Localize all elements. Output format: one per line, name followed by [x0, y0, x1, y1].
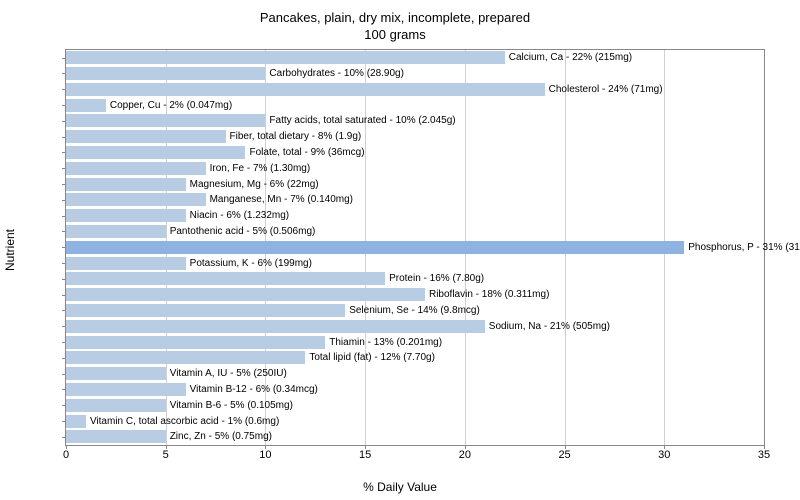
bar-row: Magnesium, Mg - 6% (22mg)	[66, 178, 764, 191]
bar	[66, 67, 265, 80]
bar-row: Vitamin C, total ascorbic acid - 1% (0.6…	[66, 415, 764, 428]
x-axis-label: % Daily Value	[363, 480, 437, 494]
bar	[66, 114, 265, 127]
bar	[66, 83, 545, 96]
bar-label: Calcium, Ca - 22% (215mg)	[509, 52, 632, 63]
bar-label: Total lipid (fat) - 12% (7.70g)	[309, 352, 435, 363]
bar	[66, 99, 106, 112]
bar-label: Vitamin B-6 - 5% (0.105mg)	[170, 400, 293, 411]
bar	[66, 257, 186, 270]
x-tick-label: 5	[163, 449, 169, 461]
bar-label: Selenium, Se - 14% (9.8mcg)	[349, 305, 480, 316]
bar	[66, 209, 186, 222]
bar-row: Vitamin B-12 - 6% (0.34mcg)	[66, 383, 764, 396]
bar	[66, 272, 385, 285]
bar	[66, 367, 166, 380]
bar-label: Thiamin - 13% (0.201mg)	[329, 337, 442, 348]
bar-row: Vitamin A, IU - 5% (250IU)	[66, 367, 764, 380]
bar-label: Pantothenic acid - 5% (0.506mg)	[170, 226, 316, 237]
bar-label: Magnesium, Mg - 6% (22mg)	[190, 179, 319, 190]
bar	[66, 146, 245, 159]
bar-row: Total lipid (fat) - 12% (7.70g)	[66, 351, 764, 364]
bar-row: Vitamin B-6 - 5% (0.105mg)	[66, 399, 764, 412]
bar-label: Vitamin C, total ascorbic acid - 1% (0.6…	[90, 416, 279, 427]
bar-row: Fatty acids, total saturated - 10% (2.04…	[66, 114, 764, 127]
bar-row: Thiamin - 13% (0.201mg)	[66, 336, 764, 349]
bar	[66, 225, 166, 238]
bar	[66, 304, 345, 317]
bar-label: Carbohydrates - 10% (28.90g)	[269, 68, 404, 79]
bar-label: Cholesterol - 24% (71mg)	[549, 84, 663, 95]
x-tick-label: 15	[359, 449, 371, 461]
bar-label: Fiber, total dietary - 8% (1.9g)	[230, 131, 362, 142]
bar	[66, 178, 186, 191]
title-line-1: Pancakes, plain, dry mix, incomplete, pr…	[10, 10, 780, 27]
bar-label: Folate, total - 9% (36mcg)	[249, 147, 364, 158]
bar-row: Calcium, Ca - 22% (215mg)	[66, 51, 764, 64]
bar	[66, 320, 485, 333]
bar-row: Potassium, K - 6% (199mg)	[66, 257, 764, 270]
bar	[66, 399, 166, 412]
bar	[66, 430, 166, 443]
bar	[66, 383, 186, 396]
bar-row: Protein - 16% (7.80g)	[66, 272, 764, 285]
bar-row: Sodium, Na - 21% (505mg)	[66, 320, 764, 333]
bar	[66, 130, 226, 143]
bar-row: Phosphorus, P - 31% (313mg)	[66, 241, 764, 254]
bar-row: Cholesterol - 24% (71mg)	[66, 83, 764, 96]
y-axis-label: Nutrient	[3, 229, 17, 271]
bar-label: Vitamin B-12 - 6% (0.34mcg)	[190, 384, 318, 395]
bar-label: Fatty acids, total saturated - 10% (2.04…	[269, 115, 455, 126]
bar	[66, 336, 325, 349]
bar-label: Vitamin A, IU - 5% (250IU)	[170, 368, 287, 379]
x-tick-label: 35	[758, 449, 770, 461]
bar	[66, 241, 684, 254]
bar-row: Riboflavin - 18% (0.311mg)	[66, 288, 764, 301]
x-tick-label: 0	[63, 449, 69, 461]
bar-label: Zinc, Zn - 5% (0.75mg)	[170, 431, 272, 442]
bar-row: Niacin - 6% (1.232mg)	[66, 209, 764, 222]
bar-label: Copper, Cu - 2% (0.047mg)	[110, 100, 232, 111]
bar-label: Manganese, Mn - 7% (0.140mg)	[210, 194, 353, 205]
bar	[66, 162, 206, 175]
x-tick-label: 30	[658, 449, 670, 461]
plot-area: 05101520253035Calcium, Ca - 22% (215mg)C…	[65, 49, 765, 446]
bar-label: Riboflavin - 18% (0.311mg)	[429, 289, 549, 300]
bar	[66, 288, 425, 301]
x-tick-label: 20	[459, 449, 471, 461]
bar-row: Zinc, Zn - 5% (0.75mg)	[66, 430, 764, 443]
bar	[66, 415, 86, 428]
bar-label: Potassium, K - 6% (199mg)	[190, 258, 312, 269]
bar-row: Folate, total - 9% (36mcg)	[66, 146, 764, 159]
bar-row: Manganese, Mn - 7% (0.140mg)	[66, 193, 764, 206]
bar-label: Protein - 16% (7.80g)	[389, 273, 484, 284]
bar-label: Iron, Fe - 7% (1.30mg)	[210, 163, 311, 174]
bar	[66, 51, 505, 64]
x-tick-label: 10	[259, 449, 271, 461]
bar-label: Phosphorus, P - 31% (313mg)	[688, 242, 800, 253]
bar	[66, 193, 206, 206]
bar-row: Fiber, total dietary - 8% (1.9g)	[66, 130, 764, 143]
title-line-2: 100 grams	[10, 27, 780, 44]
bar-label: Sodium, Na - 21% (505mg)	[489, 321, 610, 332]
bar-row: Iron, Fe - 7% (1.30mg)	[66, 162, 764, 175]
bar-row: Carbohydrates - 10% (28.90g)	[66, 67, 764, 80]
bar	[66, 351, 305, 364]
chart-container: Pancakes, plain, dry mix, incomplete, pr…	[0, 0, 800, 500]
chart-title: Pancakes, plain, dry mix, incomplete, pr…	[10, 10, 780, 44]
bar-row: Pantothenic acid - 5% (0.506mg)	[66, 225, 764, 238]
bar-label: Niacin - 6% (1.232mg)	[190, 210, 289, 221]
bar-row: Copper, Cu - 2% (0.047mg)	[66, 99, 764, 112]
bar-row: Selenium, Se - 14% (9.8mcg)	[66, 304, 764, 317]
x-tick-label: 25	[558, 449, 570, 461]
